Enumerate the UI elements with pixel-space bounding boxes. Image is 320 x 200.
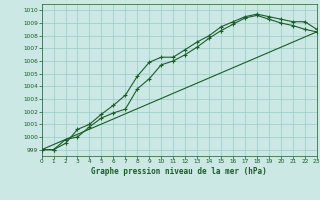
X-axis label: Graphe pression niveau de la mer (hPa): Graphe pression niveau de la mer (hPa)	[91, 167, 267, 176]
